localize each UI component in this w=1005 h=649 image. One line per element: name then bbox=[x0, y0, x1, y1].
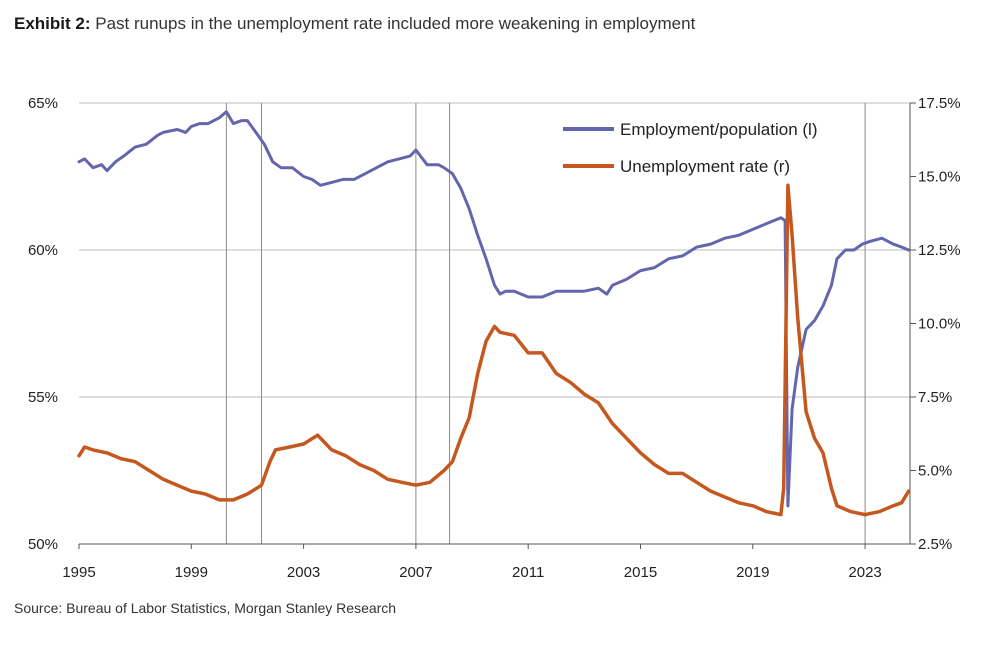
chart-title-text: Past runups in the unemployment rate inc… bbox=[95, 14, 696, 33]
legend-label: Unemployment rate (r) bbox=[620, 157, 790, 176]
left-tick-label: 55% bbox=[28, 389, 58, 406]
x-tick-label: 1995 bbox=[62, 564, 95, 581]
vertical-markers bbox=[225, 103, 911, 544]
line-chart: 50% 55% 60% 65% 2.5% 5.0% 7.5% 10.0% 12.5% 15.0% 1… bbox=[28, 95, 961, 581]
left-tick-label: 50% bbox=[28, 536, 58, 553]
right-tick-label: 2.5% bbox=[918, 536, 952, 553]
right-tick-label: 10.0% bbox=[918, 316, 961, 333]
legend: Employment/population (l) Unemployment ra… bbox=[563, 120, 817, 176]
right-tick-label: 5.0% bbox=[918, 463, 952, 480]
x-tick-label: 2015 bbox=[624, 564, 657, 581]
right-tick-label: 17.5% bbox=[918, 95, 961, 112]
x-tick-label: 2023 bbox=[848, 564, 881, 581]
right-tick-label: 7.5% bbox=[918, 389, 952, 406]
x-tick-label: 2019 bbox=[736, 564, 769, 581]
right-tick-label: 12.5% bbox=[918, 242, 961, 259]
legend-label: Employment/population (l) bbox=[620, 120, 817, 139]
chart-title: Exhibit 2: Past runups in the unemployme… bbox=[14, 14, 695, 34]
right-tick-label: 15.0% bbox=[918, 169, 961, 186]
left-tick-label: 65% bbox=[28, 95, 58, 112]
left-tick-label: 60% bbox=[28, 242, 58, 259]
source-note: Source: Bureau of Labor Statistics, Morg… bbox=[14, 600, 397, 616]
series-layer bbox=[77, 110, 911, 517]
x-tick-label: 2007 bbox=[399, 564, 432, 581]
unemployment-rate-line bbox=[77, 183, 911, 517]
x-tick-label: 2011 bbox=[512, 564, 544, 581]
axes-layer: 50% 55% 60% 65% 2.5% 5.0% 7.5% 10.0% 12.5% 15.0% 1… bbox=[28, 95, 961, 581]
x-tick-label: 1999 bbox=[175, 564, 208, 581]
exhibit-label: Exhibit 2: bbox=[14, 14, 91, 33]
employment-population-line bbox=[77, 110, 911, 508]
x-tick-label: 2003 bbox=[287, 564, 320, 581]
